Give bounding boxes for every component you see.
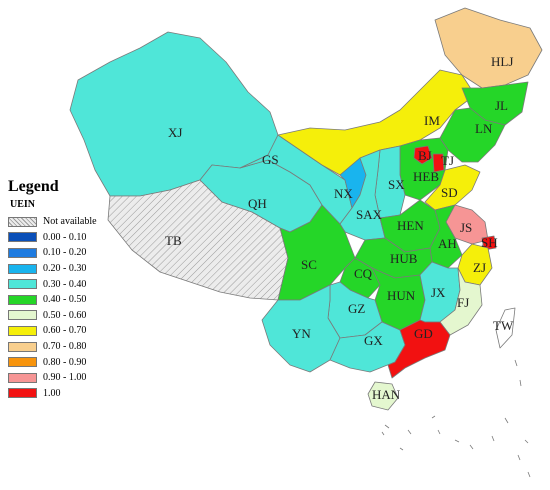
province-han[interactable] xyxy=(367,381,399,411)
legend-item: 0.80 - 0.90 xyxy=(8,354,128,370)
label-bj: BJ xyxy=(418,148,432,163)
label-ah: AH xyxy=(438,236,457,251)
legend-item: 0.10 - 0.20 xyxy=(8,245,128,261)
province-fj[interactable] xyxy=(439,267,483,336)
south-sea-islands xyxy=(381,359,531,478)
legend-item: 0.00 - 0.10 xyxy=(8,230,128,246)
legend-swatch xyxy=(8,372,37,383)
legend-swatch xyxy=(8,279,37,290)
label-tb: TB xyxy=(165,233,182,248)
legend-label: 1.00 xyxy=(43,387,61,399)
label-sh: SH xyxy=(481,235,498,250)
legend-swatch xyxy=(8,294,37,305)
label-nx: NX xyxy=(334,186,353,201)
label-tj: TJ xyxy=(441,153,454,168)
province-bj[interactable] xyxy=(413,145,433,165)
province-hlj[interactable] xyxy=(434,7,543,89)
legend-item: 0.60 - 0.70 xyxy=(8,323,128,339)
label-hub: HUB xyxy=(390,251,418,266)
legend-item: 0.40 - 0.50 xyxy=(8,292,128,308)
label-gx: GX xyxy=(364,333,383,348)
legend-label: 0.40 - 0.50 xyxy=(43,294,87,306)
label-sc: SC xyxy=(301,257,317,272)
legend-swatch xyxy=(8,232,37,243)
label-heb: HEB xyxy=(413,169,439,184)
province-tw[interactable] xyxy=(495,307,516,349)
legend-subtitle: UEIN xyxy=(10,199,36,210)
legend-label: 0.00 - 0.10 xyxy=(43,231,87,243)
label-hun: HUN xyxy=(387,288,416,303)
label-jx: JX xyxy=(431,285,446,300)
legend-label: Not available xyxy=(43,216,97,228)
province-ah[interactable] xyxy=(429,204,463,269)
label-xj: XJ xyxy=(168,125,182,140)
legend-label: 0.60 - 0.70 xyxy=(43,325,87,337)
legend-swatch xyxy=(8,357,37,368)
label-gd: GD xyxy=(414,326,433,341)
label-tw: TW xyxy=(493,318,514,333)
label-fj: FJ xyxy=(457,295,469,310)
legend-item: Not available xyxy=(8,214,128,230)
legend-item: 0.20 - 0.30 xyxy=(8,261,128,277)
label-jl: JL xyxy=(495,98,508,113)
legend-item: 0.70 - 0.80 xyxy=(8,339,128,355)
province-gd[interactable] xyxy=(387,319,451,379)
legend-item: 1.00 xyxy=(8,386,128,402)
label-cq: CQ xyxy=(354,266,373,281)
legend-swatch xyxy=(8,216,37,227)
legend-label: 0.80 - 0.90 xyxy=(43,356,87,368)
legend-swatch xyxy=(8,388,37,399)
legend-item: 0.30 - 0.40 xyxy=(8,276,128,292)
legend-label: 0.70 - 0.80 xyxy=(43,341,87,353)
label-yn: YN xyxy=(292,326,311,341)
legend-swatch xyxy=(8,325,37,336)
province-sh[interactable] xyxy=(481,235,497,251)
label-gz: GZ xyxy=(348,301,365,316)
legend-swatch xyxy=(8,247,37,258)
label-sax: SAX xyxy=(356,207,383,222)
legend-title: Legend xyxy=(8,178,59,195)
legend-label: 0.30 - 0.40 xyxy=(43,278,87,290)
label-sx: SX xyxy=(388,177,405,192)
legend-label: 0.10 - 0.20 xyxy=(43,247,87,259)
legend-item: 0.50 - 0.60 xyxy=(8,308,128,324)
label-gs: GS xyxy=(262,152,279,167)
label-ln: LN xyxy=(475,121,493,136)
legend-swatch xyxy=(8,341,37,352)
label-hen: HEN xyxy=(397,218,424,233)
label-im: IM xyxy=(424,113,440,128)
label-han: HAN xyxy=(372,387,401,402)
label-qh: QH xyxy=(248,196,267,211)
legend-label: 0.20 - 0.30 xyxy=(43,263,87,275)
legend: Legend UEIN Not available 0.00 - 0.10 0.10… xyxy=(8,178,128,401)
label-hlj: HLJ xyxy=(491,54,513,69)
legend-swatch xyxy=(8,263,37,274)
province-tj[interactable] xyxy=(432,153,445,173)
legend-item: 0.90 - 1.00 xyxy=(8,370,128,386)
legend-swatch xyxy=(8,310,37,321)
legend-label: 0.90 - 1.00 xyxy=(43,372,87,384)
province-labels: XJ TB QH GS IM HLJ JL LN BJ TJ HEB SX NX… xyxy=(165,54,514,402)
province-sd[interactable] xyxy=(424,164,481,211)
label-js: JS xyxy=(460,220,472,235)
legend-label: 0.50 - 0.60 xyxy=(43,309,87,321)
legend-rows: Not available 0.00 - 0.10 0.10 - 0.20 0.20 … xyxy=(8,214,128,401)
label-zj: ZJ xyxy=(473,260,486,275)
label-sd: SD xyxy=(441,185,458,200)
